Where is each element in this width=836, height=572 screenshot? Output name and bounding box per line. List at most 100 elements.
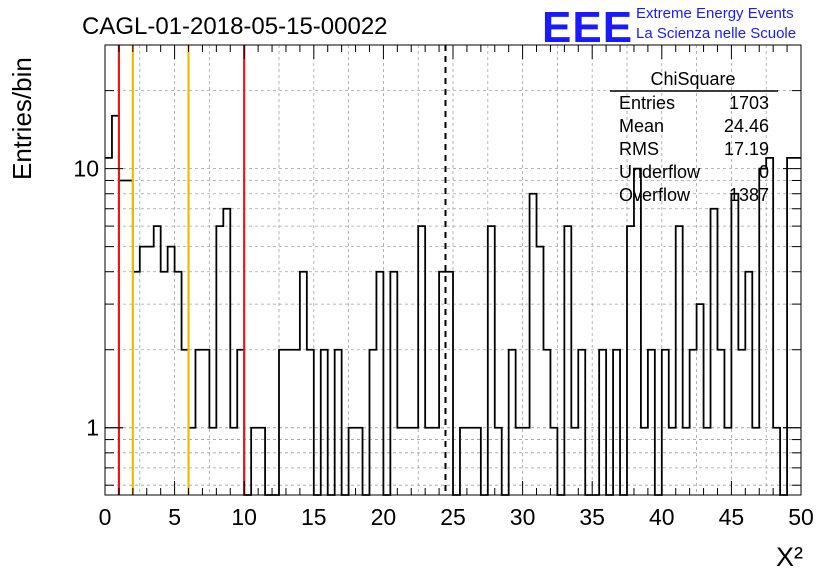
stats-value: 17.19 xyxy=(724,139,769,159)
histogram-bin xyxy=(634,169,641,495)
stats-label: Entries xyxy=(619,93,675,113)
histogram-bin xyxy=(376,272,383,495)
x-tick-label: 15 xyxy=(301,504,327,530)
histogram-bin xyxy=(460,428,467,495)
histogram-bin xyxy=(704,428,711,495)
histogram-bin xyxy=(418,226,425,495)
histogram-bin xyxy=(147,247,154,495)
stats-label: Underflow xyxy=(619,162,701,182)
histogram-bin xyxy=(724,428,731,495)
stats-title: ChiSquare xyxy=(650,69,735,89)
histogram-bin xyxy=(509,350,516,495)
stats-rows: Entries 1703 Mean 24.46 RMS 17.19 Underflow 0 Ov… xyxy=(619,93,769,205)
histogram-bin xyxy=(495,428,502,495)
histogram-bin xyxy=(752,428,759,495)
histogram-bin xyxy=(488,226,495,495)
histogram-bin xyxy=(662,350,669,495)
project-name: Extreme Energy Events xyxy=(636,5,794,22)
x-tick-label: 10 xyxy=(231,504,257,530)
histogram-bin xyxy=(390,272,397,495)
histogram-bin xyxy=(216,226,223,495)
histogram-bin xyxy=(209,428,216,495)
histogram-bin xyxy=(564,226,571,495)
histogram-bin xyxy=(543,350,550,495)
histogram-bin xyxy=(446,272,453,495)
histogram-bin xyxy=(432,428,439,495)
x-tick-label: 5 xyxy=(168,504,181,530)
histogram-bin xyxy=(731,194,738,495)
x-tick-label: 0 xyxy=(99,504,112,530)
histogram-bin xyxy=(154,226,161,495)
stats-label: RMS xyxy=(619,139,659,159)
eee-logo: EEE xyxy=(542,3,633,52)
histogram-bin xyxy=(223,209,230,495)
histogram-bin xyxy=(321,350,328,495)
histogram-bin xyxy=(648,350,655,495)
stats-box: ChiSquare Entries 1703 Mean 24.46 RMS 17.19 Un… xyxy=(610,69,778,205)
histogram-bin xyxy=(669,428,676,495)
stats-value: 1387 xyxy=(729,185,769,205)
tick-labels: 0 5 10 15 20 25 30 35 40 45 50 1 10 xyxy=(73,156,813,530)
histogram-bin xyxy=(140,247,147,495)
histogram-bin xyxy=(745,272,752,495)
histogram-bin xyxy=(641,428,648,495)
histogram-bin xyxy=(537,247,544,495)
histogram-bin xyxy=(356,428,363,495)
histogram-bin xyxy=(571,428,578,495)
x-tick-label: 45 xyxy=(719,504,745,530)
histogram-bin xyxy=(279,350,286,495)
axis-ticks xyxy=(104,44,802,495)
histogram-bin xyxy=(717,350,724,495)
histogram-bin xyxy=(530,194,537,495)
histogram-bin xyxy=(293,350,300,495)
histogram-bin xyxy=(738,350,745,495)
histogram-bin xyxy=(168,247,175,495)
x-tick-label: 25 xyxy=(440,504,466,530)
x-tick-label: 40 xyxy=(649,504,675,530)
x-axis-title: X² xyxy=(776,542,803,572)
stats-value: 1703 xyxy=(729,93,769,113)
histogram-bin xyxy=(161,272,168,495)
stats-label: Overflow xyxy=(619,185,691,205)
histogram-bin xyxy=(599,350,606,495)
histogram-bin xyxy=(175,272,182,495)
stats-value: 24.46 xyxy=(724,116,769,136)
histogram-bin xyxy=(335,350,342,495)
histogram-bin xyxy=(425,428,432,495)
histogram-bin xyxy=(550,428,557,495)
x-tick-label: 35 xyxy=(579,504,605,530)
histogram-bin xyxy=(439,272,446,495)
histogram-bin xyxy=(404,428,411,495)
histogram-bin xyxy=(397,428,404,495)
histogram-bin xyxy=(230,428,237,495)
histogram-bin xyxy=(258,428,265,495)
x-tick-label: 50 xyxy=(788,504,814,530)
histogram-bin xyxy=(613,350,620,495)
histogram-bin xyxy=(683,428,690,495)
project-subtitle: La Scienza nelle Scuole xyxy=(636,25,796,42)
histogram-bin xyxy=(251,428,258,495)
histogram-bin xyxy=(516,428,523,495)
histogram-bin xyxy=(759,169,766,495)
x-tick-label: 30 xyxy=(510,504,536,530)
histogram-bars xyxy=(105,114,801,496)
histogram-bin xyxy=(307,350,314,495)
y-tick-label: 10 xyxy=(73,156,99,182)
y-axis-title: Entries/bin xyxy=(7,57,37,180)
histogram-bin xyxy=(411,428,418,495)
histogram-bin xyxy=(766,158,773,495)
histogram-bin xyxy=(286,350,293,495)
histogram-bin xyxy=(578,350,585,495)
histogram-bin xyxy=(195,350,202,495)
stats-value: 0 xyxy=(759,162,769,182)
x-tick-label: 20 xyxy=(371,504,397,530)
histogram-bin xyxy=(697,304,704,495)
histogram-bin xyxy=(349,428,356,495)
histogram-bin xyxy=(202,350,209,495)
histogram-bin xyxy=(467,428,474,495)
histogram-bin xyxy=(773,428,780,495)
reference-lines xyxy=(117,45,447,495)
run-title: CAGL-01-2018-05-15-00022 xyxy=(82,13,388,40)
y-tick-label: 1 xyxy=(86,415,99,441)
